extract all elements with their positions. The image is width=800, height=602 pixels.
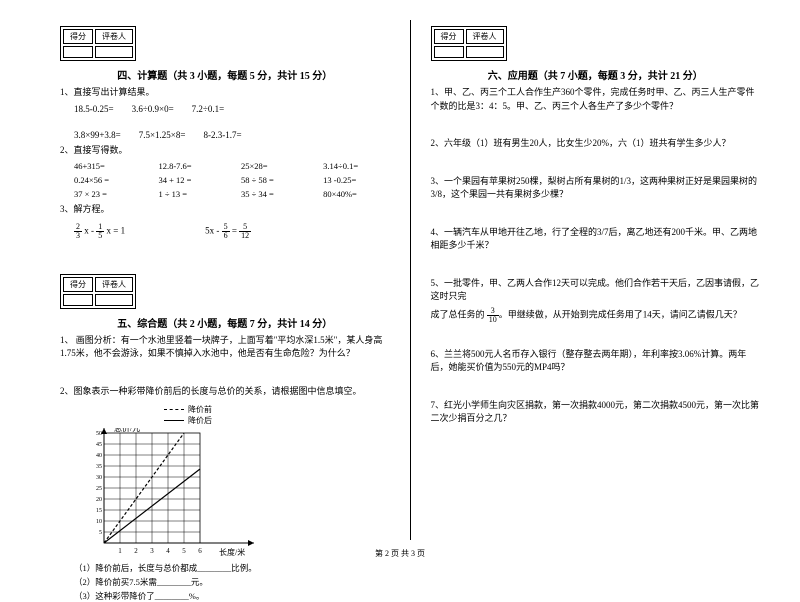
svg-text:30: 30 [96, 475, 102, 481]
sub3: （3）这种彩带降价了________%。 [74, 590, 390, 602]
score-box-6: 得分评卷人 [431, 26, 507, 61]
svg-text:50: 50 [96, 431, 102, 437]
q4-2: 2、直接写得数。 [60, 144, 390, 158]
eq1: 23 x - 15 x = 1 [74, 223, 125, 240]
q6-3: 3、一个果园有苹果树250棵，梨树占所有果树的1/3，这两种果树正好是果园果树的… [431, 175, 761, 202]
svg-text:35: 35 [96, 464, 102, 470]
expr: 25×28= [241, 161, 305, 171]
svg-text:45: 45 [96, 442, 102, 448]
calc-row-2: 3.8×99+3.8= 7.5×1.25×8= 8-2.3-1.7= [74, 130, 390, 140]
expr: 18.5-0.25= [74, 104, 114, 114]
q4-3: 3、解方程。 [60, 203, 390, 217]
q6-7: 7、红光小学师生向灾区捐款，第一次捐款4000元，第二次捐款4500元，第一次比… [431, 399, 761, 426]
line-chart-svg: 5101520253035404550 123456 总价/元 长度/米 [74, 428, 274, 558]
svg-text:25: 25 [96, 486, 102, 492]
expr: 7.5×1.25×8= [139, 130, 186, 140]
right-column: 得分评卷人 六、应用题（共 7 小题，每题 3 分，共计 21 分） 1、甲、乙… [411, 20, 771, 540]
expr: 1 ÷ 13 = [158, 189, 222, 199]
page-footer: 第 2 页 共 3 页 [0, 548, 800, 559]
q6-5a: 5、一批零件，甲、乙两人合作12天可以完成。他们合作若干天后，乙因事请假，乙这时… [431, 277, 761, 304]
svg-text:5: 5 [99, 530, 102, 536]
calc-grid: 46+315= 12.8-7.6= 25×28= 3.14÷0.1= 0.24×… [74, 161, 390, 199]
expr: 3.14÷0.1= [323, 161, 389, 171]
expr: 46+315= [74, 161, 140, 171]
section-4-title: 四、计算题（共 3 小题，每题 5 分，共计 15 分） [60, 67, 390, 82]
q5-2: 2、图象表示一种彩带降价前后的长度与总价的关系，请根据图中信息填空。 [60, 385, 390, 399]
score-h2: 评卷人 [95, 29, 133, 44]
svg-text:40: 40 [96, 453, 102, 459]
section-6-title: 六、应用题（共 7 小题，每题 3 分，共计 21 分） [431, 67, 761, 82]
q6-6: 6、兰兰将500元人名币存入银行（整存整去两年期），年利率按3.06%计算。两年… [431, 348, 761, 375]
section-5-title: 五、综合题（共 2 小题，每题 7 分，共计 14 分） [60, 315, 390, 330]
q6-5b: 成了总任务的 310。甲继续做，从开始到完成任务用了14天，请问乙请假几天？ [431, 307, 761, 324]
expr: 8-2.3-1.7= [203, 130, 241, 140]
chart-legend: 降价前 降价后 [164, 404, 390, 426]
q5-1: 1、 画图分析：有一个水池里竖着一块牌子，上面写着"平均水深1.5米"，某人身高… [60, 334, 390, 361]
expr: 34 + 12 = [158, 175, 222, 185]
expr: 58 ÷ 58 = [241, 175, 305, 185]
q6-2: 2、六年级（1）班有男生20人，比女生少20%，六（1）班共有学生多少人？ [431, 137, 761, 151]
expr: 3.6÷0.9×0= [132, 104, 174, 114]
expr: 7.2÷0.1= [192, 104, 225, 114]
expr: 12.8-7.6= [158, 161, 222, 171]
eq2: 5x - 56 = 512 [205, 223, 251, 240]
equation-row: 23 x - 15 x = 1 5x - 56 = 512 [74, 223, 390, 240]
dash-icon [164, 409, 184, 410]
q6-4: 4、一辆汽车从甲地开往乙地，行了全程的3/7后，离乙地还有200千米。甲、乙两地… [431, 226, 761, 253]
solid-icon [164, 420, 184, 421]
expr: 13 -0.25= [323, 175, 389, 185]
expr: 80×40%= [323, 189, 389, 199]
left-column: 得分评卷人 四、计算题（共 3 小题，每题 5 分，共计 15 分） 1、直接写… [50, 20, 411, 540]
q6-1: 1、甲、乙、丙三个工人合作生产360个零件，完成任务时甲、乙、丙三人生产零件个数… [431, 86, 761, 113]
svg-text:10: 10 [96, 519, 102, 525]
expr: 35 ÷ 34 = [241, 189, 305, 199]
svg-text:总价/元: 总价/元 [114, 428, 140, 433]
svg-text:20: 20 [96, 497, 102, 503]
expr: 0.24×56 = [74, 175, 140, 185]
score-h1: 得分 [63, 29, 93, 44]
sub1: （1）降价前后，长度与总价都成________比例。 [74, 562, 390, 574]
score-box-5: 得分评卷人 [60, 274, 136, 309]
svg-text:15: 15 [96, 508, 102, 514]
calc-row-1: 18.5-0.25= 3.6÷0.9×0= 7.2÷0.1= [74, 104, 390, 114]
sub2: （2）降价前买7.5米需________元。 [74, 576, 390, 588]
expr: 3.8×99+3.8= [74, 130, 121, 140]
expr: 37 × 23 = [74, 189, 140, 199]
chart: 降价前 降价后 [74, 404, 390, 558]
score-box-4: 得分评卷人 [60, 26, 136, 61]
q4-1: 1、直接写出计算结果。 [60, 86, 390, 100]
